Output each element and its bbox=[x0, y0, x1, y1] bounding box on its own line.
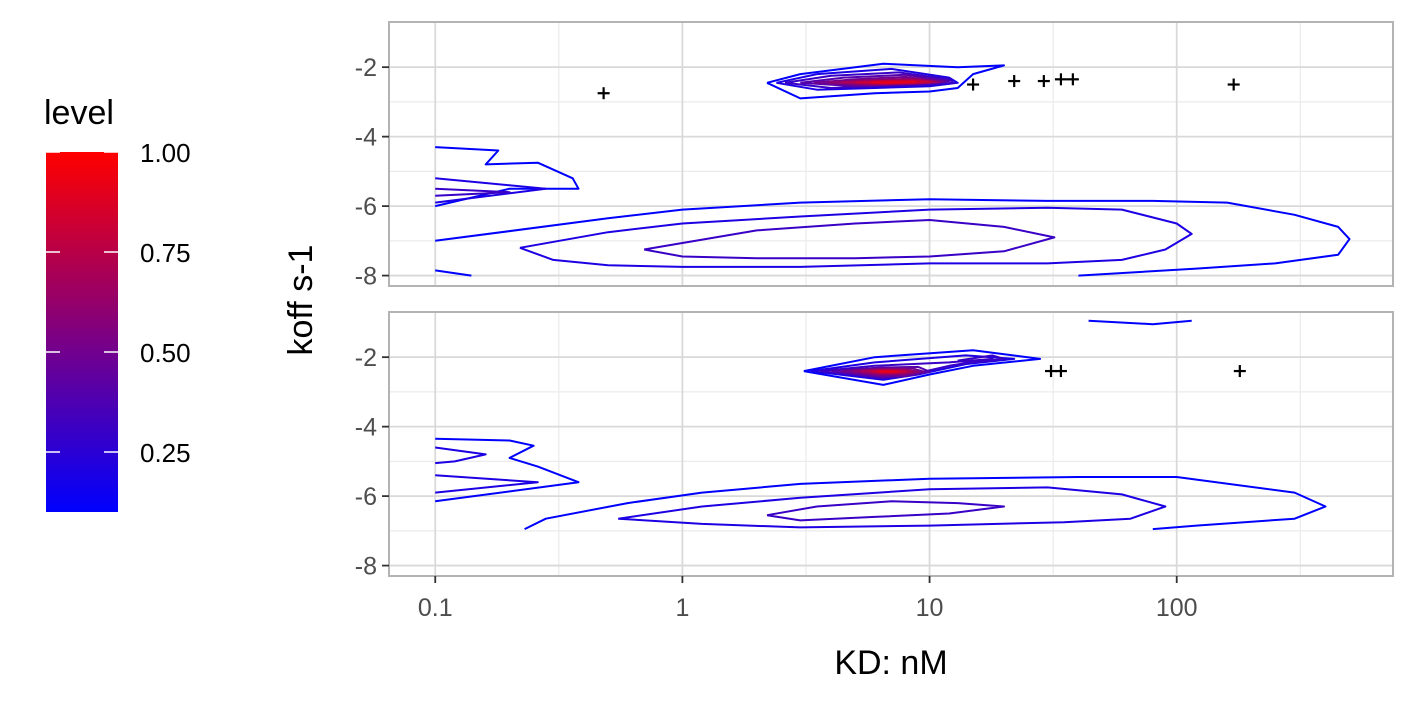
panel-top-contour-line bbox=[435, 177, 547, 204]
panel-top-contour-line bbox=[871, 80, 917, 84]
panel-bottom-contour-line bbox=[810, 354, 1016, 381]
legend-label: 0.75 bbox=[140, 238, 191, 268]
panel-top-contour-line bbox=[766, 62, 1005, 100]
panel-top: -2 -4 -6 -8 bbox=[355, 21, 1394, 291]
panel-bottom-contour-line bbox=[435, 474, 539, 494]
panel-bottom-contour-line bbox=[766, 500, 1005, 522]
panel-bottom-contour-line bbox=[435, 446, 487, 465]
x-tick-label: 1 bbox=[675, 594, 689, 622]
panel-top-contour-line bbox=[519, 206, 1193, 268]
panel-bottom-points bbox=[1045, 365, 1246, 378]
panel-top-data-point bbox=[1054, 73, 1067, 86]
panel-top-data-point bbox=[1008, 75, 1021, 88]
panel-bottom-data-point bbox=[1233, 365, 1246, 378]
panel-top-contour-line bbox=[813, 75, 946, 87]
legend-label: 0.50 bbox=[140, 338, 191, 368]
panel-bottom-border bbox=[388, 311, 1394, 577]
panel-top-y-axis: -2 -4 -6 -8 bbox=[355, 54, 389, 291]
panel-bottom-data-point bbox=[1054, 365, 1067, 378]
x-tick-label: 0.1 bbox=[418, 594, 453, 622]
panel-bottom-background bbox=[389, 312, 1393, 576]
panel-bottom-contour-line bbox=[524, 476, 1327, 531]
x-tick-label: 100 bbox=[1156, 594, 1198, 622]
panel-top-data-point bbox=[967, 78, 980, 91]
panel-top-contour-line bbox=[800, 73, 951, 88]
x-axis: 0.1 1 10 100 bbox=[418, 576, 1198, 622]
legend: level 1.00 0.75 0.50 0.25 bbox=[44, 94, 191, 512]
panel-top-border bbox=[388, 21, 1394, 287]
panel-top-data-point bbox=[1066, 73, 1079, 86]
panel-bottom-contour-line bbox=[618, 486, 1167, 529]
panel-bottom-contour-line bbox=[1088, 319, 1192, 326]
panel-bottom-contours bbox=[435, 319, 1327, 531]
panel-bottom: -2 -4 -6 -8 bbox=[355, 311, 1394, 581]
legend-colorbar bbox=[46, 152, 118, 512]
panel-top-data-point bbox=[1037, 75, 1050, 88]
legend-label: 1.00 bbox=[140, 138, 191, 168]
x-axis-title: KD: nM bbox=[834, 644, 947, 682]
legend-label: 0.25 bbox=[140, 438, 191, 468]
panel-bottom-contour-line bbox=[831, 365, 931, 379]
panel-bottom-y-axis: -2 -4 -6 -8 bbox=[355, 344, 389, 581]
panel-top-contour-line bbox=[643, 219, 1056, 260]
panel-bottom-contour-line bbox=[957, 354, 1005, 364]
panel-top-y-tick-label: -8 bbox=[355, 263, 377, 291]
panel-bottom-y-tick-label: -4 bbox=[355, 414, 377, 442]
panel-top-contour-line bbox=[435, 198, 1351, 277]
panel-top-grid bbox=[389, 22, 1393, 286]
panel-top-contours bbox=[434, 62, 1351, 277]
legend-title: level bbox=[44, 94, 114, 132]
panel-bottom-contour-line bbox=[435, 437, 580, 503]
panel-top-data-point bbox=[1227, 78, 1240, 91]
panel-bottom-grid bbox=[389, 312, 1393, 576]
y-axis-title: koff s-1 bbox=[282, 245, 320, 356]
panel-bottom-contour-line bbox=[878, 370, 899, 374]
panel-top-contour-line bbox=[784, 71, 955, 89]
panel-top-y-tick-label: -2 bbox=[355, 54, 377, 82]
panel-top-background bbox=[389, 22, 1393, 286]
panel-top-contour-line bbox=[434, 146, 580, 208]
panel-top-y-tick-label: -4 bbox=[355, 124, 377, 152]
panel-bottom-contour-line bbox=[803, 349, 1042, 386]
panel-top-contour-line bbox=[435, 269, 472, 277]
x-tick-label: 10 bbox=[916, 594, 944, 622]
panel-bottom-y-tick-label: -6 bbox=[355, 483, 377, 511]
panel-top-points bbox=[597, 73, 1240, 100]
panel-top-contour-line bbox=[435, 187, 511, 197]
panel-top-y-tick-label: -6 bbox=[355, 193, 377, 221]
legend-ticks: 1.00 0.75 0.50 0.25 bbox=[46, 138, 191, 468]
panel-top-data-point bbox=[597, 87, 610, 100]
panel-bottom-y-tick-label: -2 bbox=[355, 344, 377, 372]
panel-top-contour-line bbox=[776, 67, 959, 91]
panel-bottom-y-tick-label: -8 bbox=[355, 553, 377, 581]
